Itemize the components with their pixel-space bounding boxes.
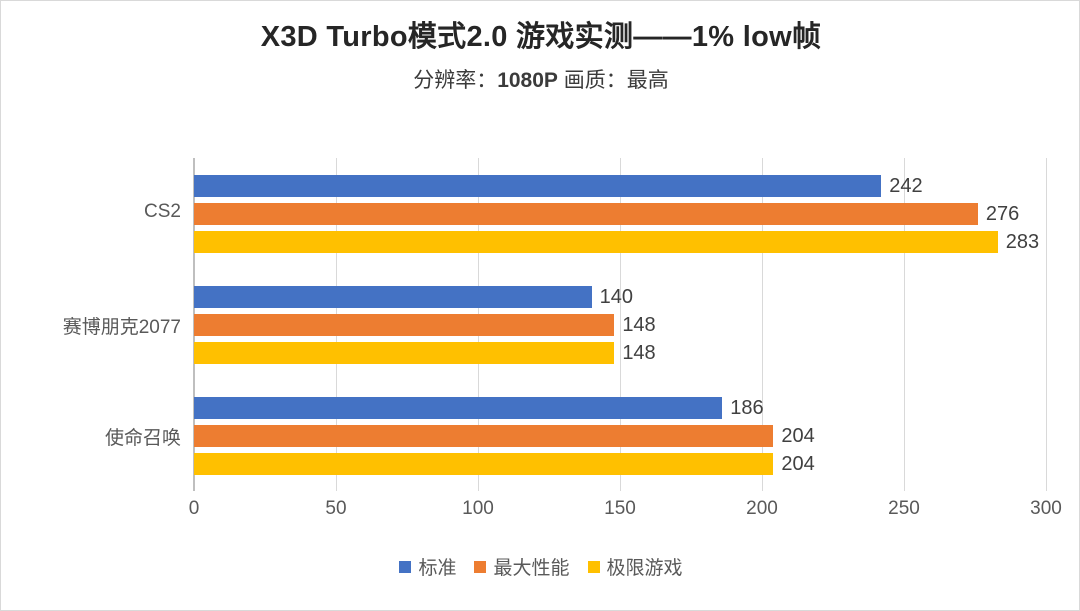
bar-value-label: 204 (781, 424, 815, 447)
value-axis-tick-label: 150 (604, 498, 636, 519)
bar-value-label: 140 (599, 285, 633, 308)
legend-swatch-icon (587, 560, 600, 573)
chart-subtitle: 分辨率：1080P 画质：最高 (1, 64, 1080, 94)
value-axis-line (193, 158, 195, 491)
legend-label: 最大性能 (493, 558, 570, 579)
bar[interactable] (194, 313, 615, 336)
legend-swatch-icon (474, 560, 487, 573)
legend-item[interactable]: 标准 (399, 553, 456, 580)
category-axis-label: 使命召唤 (104, 427, 181, 449)
chart-legend: 标准 最大性能 极限游戏 (1, 553, 1080, 580)
bar-value-label: 242 (889, 174, 923, 197)
gridline (762, 158, 763, 491)
gridline (904, 158, 905, 491)
value-axis-tick-label: 50 (325, 498, 347, 519)
bar[interactable] (194, 396, 723, 419)
legend-item[interactable]: 最大性能 (474, 553, 570, 580)
value-axis-tick-label: 0 (188, 498, 200, 519)
chart-subtitle-resolution: 1080P (497, 69, 558, 93)
bar-value-label: 148 (622, 341, 656, 364)
chart-subtitle-suffix: 画质：最高 (557, 69, 669, 93)
gridline (620, 158, 621, 491)
value-axis-tick-label: 300 (1030, 498, 1062, 519)
value-axis-tick-label: 200 (746, 498, 778, 519)
gridline (1046, 158, 1047, 491)
chart-title: X3D Turbo模式2.0 游戏实测——1% low帧 (260, 21, 822, 53)
legend-label: 标准 (418, 558, 457, 579)
bar[interactable] (194, 424, 774, 447)
chart-subtitle-prefix: 分辨率： (413, 69, 498, 93)
bar[interactable] (194, 285, 592, 308)
category-axis-label: CS2 (144, 200, 181, 222)
chart-title-block: X3D Turbo模式2.0 游戏实测——1% low帧 分辨率：1080P 画… (1, 19, 1080, 94)
legend-item[interactable]: 极限游戏 (587, 553, 683, 580)
bar[interactable] (194, 341, 615, 364)
bar[interactable] (194, 202, 978, 225)
bar-value-label: 204 (781, 452, 815, 475)
value-axis-tick-label: 250 (888, 498, 920, 519)
bar[interactable] (194, 174, 882, 197)
value-axis-tick-labels: 0 50 100 150 200 250 300 (1, 498, 1080, 524)
bar-value-label: 148 (622, 313, 656, 336)
bar[interactable] (194, 452, 774, 475)
category-axis: CS2 赛博朋克2077 使命召唤 (1, 158, 181, 491)
plot-area: 242 276 283 140 148 148 186 204 204 (194, 158, 1047, 491)
legend-swatch-icon (399, 560, 412, 573)
legend-label: 极限游戏 (606, 558, 683, 579)
value-axis-tick-label: 100 (462, 498, 494, 519)
bar-value-label: 186 (730, 396, 764, 419)
bar-value-label: 276 (985, 202, 1020, 225)
bar[interactable] (194, 230, 998, 253)
bar-value-label: 283 (1005, 230, 1040, 253)
category-axis-label: 赛博朋克2077 (62, 316, 181, 338)
